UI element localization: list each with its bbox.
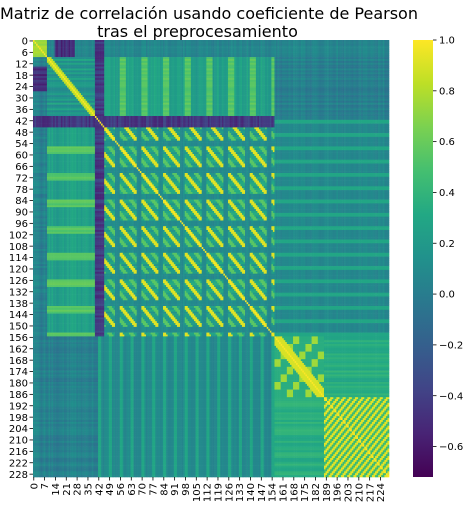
heatmap-cell — [387, 48, 389, 50]
heatmap-cell — [387, 76, 389, 78]
heatmap-cell — [387, 74, 389, 76]
heatmap-cell — [387, 40, 389, 42]
heatmap-cell — [387, 42, 389, 44]
heatmap-cell — [387, 55, 389, 57]
heatmap-cell — [387, 44, 389, 46]
heatmap-cell — [387, 63, 389, 65]
heatmap-cell — [387, 46, 389, 48]
heatmap-cell — [387, 53, 389, 55]
heatmap-cells — [33, 40, 389, 477]
heatmap-cell — [387, 70, 389, 72]
heatmap-cell — [387, 67, 389, 69]
heatmap-cell — [387, 69, 389, 71]
heatmap-cell — [387, 59, 389, 61]
heatmap-cell — [387, 78, 389, 80]
heatmap-cell — [387, 57, 389, 59]
heatmap-cell — [387, 51, 389, 53]
heatmap-cell — [387, 72, 389, 74]
heatmap-cell — [387, 50, 389, 52]
heatmap-cell — [387, 61, 389, 63]
heatmap-cell — [387, 65, 389, 67]
